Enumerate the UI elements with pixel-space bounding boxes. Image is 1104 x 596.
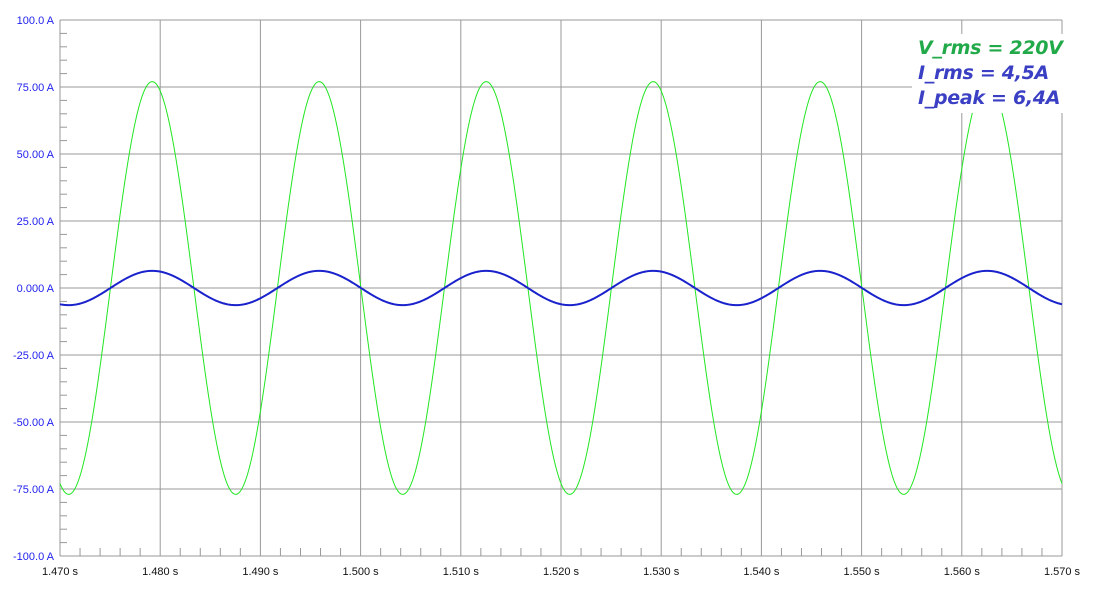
annotation-i-peak: I_peak = 6,4A [918, 87, 1061, 109]
x-tick-label: 1.500 s [343, 566, 380, 578]
y-tick-label: -25.00 A [13, 350, 55, 362]
y-tick-label: -50.00 A [13, 417, 55, 429]
y-tick-label: 0.000 A [17, 283, 55, 295]
y-tick-label: 75.00 A [17, 82, 55, 94]
annotation-v-rms: V_rms = 220V [918, 37, 1063, 59]
y-tick-label: 50.00 A [17, 149, 55, 161]
x-tick-label: 1.540 s [743, 566, 780, 578]
x-tick-label: 1.550 s [844, 566, 881, 578]
x-tick-label: 1.570 s [1044, 566, 1081, 578]
annotation-i-rms: I_rms = 4,5A [918, 62, 1049, 84]
legend-annotation: V_rms = 220V I_rms = 4,5A I_peak = 6,4A [912, 34, 1071, 113]
x-tick-label: 1.520 s [543, 566, 580, 578]
y-tick-label: 25.00 A [17, 216, 55, 228]
x-tick-label: 1.510 s [443, 566, 480, 578]
x-tick-label: 1.560 s [944, 566, 981, 578]
x-tick-label: 1.480 s [142, 566, 179, 578]
y-tick-label: -100.0 A [13, 551, 55, 563]
y-tick-label: -75.00 A [13, 484, 55, 496]
series-line-current [59, 269, 1063, 307]
x-tick-label: 1.530 s [643, 566, 680, 578]
series-line-voltage [59, 81, 1063, 495]
x-tick-label: 1.490 s [242, 566, 279, 578]
y-tick-label: 100.0 A [17, 15, 55, 27]
x-tick-label: 1.470 s [42, 566, 79, 578]
